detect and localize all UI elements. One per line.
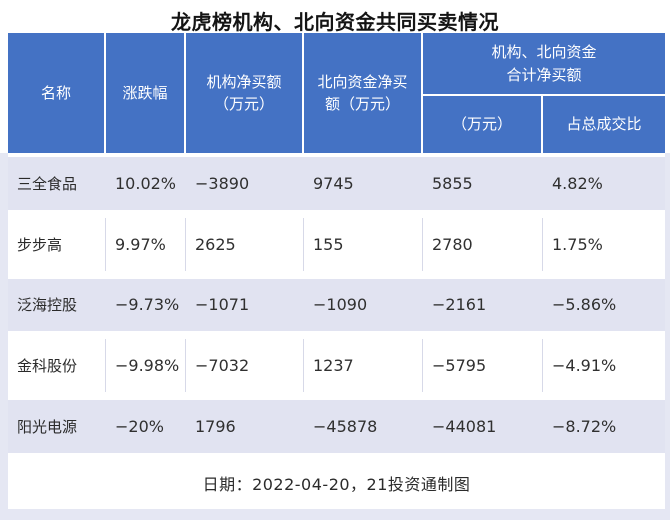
cell-change: −20% (115, 417, 164, 437)
cell-stock-name: 步步高 (8, 217, 106, 271)
col-header-inst-net-buy: 机构净买额 （万元） (186, 33, 304, 153)
cell-north-net-buy: −45878 (313, 417, 378, 437)
table-row: 三全食品 10.02% −3890 9745 5855 4.82% (8, 153, 665, 214)
footer-note: 日期：2022-04-20，21投资通制图 (202, 475, 471, 494)
cell-stock-name: 阳光电源 (17, 418, 78, 437)
cell-change: −9.73% (115, 295, 180, 315)
data-table: 名称 涨跌幅 机构净买额 （万元） 北向资金净买 额（万元） 机构、北向资金 合… (8, 33, 665, 509)
cell-north-net-buy: −1090 (313, 295, 368, 315)
table-row: 金科股份 −9.98% −7032 1237 −5795 −4.91% (8, 335, 665, 397)
cell-turnover-ratio: −4.91% (552, 356, 617, 376)
cell-change: 10.02% (115, 173, 177, 193)
cell-turnover-ratio: −8.72% (552, 417, 617, 437)
cell-north-net-buy: 155 (304, 217, 423, 271)
col-header-total-amount: （万元） (423, 96, 543, 153)
table-row: 泛海控股 −9.73% −1071 −1090 −2161 −5.86% (8, 274, 665, 336)
cell-total-amount: 2780 (423, 217, 543, 271)
cell-north-net-buy: 9745 (313, 173, 354, 193)
cell-stock-name: 三全食品 (17, 174, 78, 193)
table-body: 三全食品 10.02% −3890 9745 5855 4.82% 步步高 9.… (8, 153, 665, 457)
col-header-turnover-ratio: 占总成交比 (566, 115, 642, 134)
table-footer: 日期：2022-04-20，21投资通制图 (8, 457, 665, 509)
cell-total-amount: −5795 (423, 339, 543, 393)
col-header-change: 涨跌幅 (106, 33, 186, 153)
cell-inst-net-buy: −3890 (195, 173, 250, 193)
table-row: 步步高 9.97% 2625 155 2780 1.75% (8, 213, 665, 275)
cell-total-amount: −2161 (432, 295, 487, 315)
cell-inst-net-buy: 2625 (186, 217, 304, 271)
cell-stock-name: 金科股份 (8, 339, 106, 393)
cell-change: 9.97% (106, 217, 186, 271)
col-header-group-total-title: 机构、北向资金 合计净买额 (423, 33, 665, 96)
cell-north-net-buy: 1237 (304, 339, 423, 393)
cell-total-amount: −44081 (432, 417, 497, 437)
cell-total-amount: 5855 (432, 173, 473, 193)
cell-inst-net-buy: −1071 (195, 295, 250, 315)
cell-turnover-ratio: 4.82% (552, 173, 603, 193)
chart-title: 龙虎榜机构、北向资金共同买卖情况 (171, 10, 499, 34)
cell-change: −9.98% (106, 339, 186, 393)
col-header-north-net-buy: 北向资金净买 额（万元） (304, 33, 423, 153)
cell-inst-net-buy: 1796 (195, 417, 236, 437)
cell-turnover-ratio: 1.75% (552, 234, 603, 254)
table-row: 阳光电源 −20% 1796 −45878 −44081 −8.72% (8, 396, 665, 457)
col-header-group-total: 机构、北向资金 合计净买额 （万元） 占总成交比 (423, 33, 665, 153)
cell-turnover-ratio: −5.86% (552, 295, 617, 315)
col-header-name: 名称 (8, 33, 106, 153)
table-header: 名称 涨跌幅 机构净买额 （万元） 北向资金净买 额（万元） 机构、北向资金 合… (8, 33, 665, 153)
col-header-group-subrow: （万元） 占总成交比 (423, 96, 665, 153)
cell-inst-net-buy: −7032 (186, 339, 304, 393)
cell-stock-name: 泛海控股 (17, 296, 78, 315)
